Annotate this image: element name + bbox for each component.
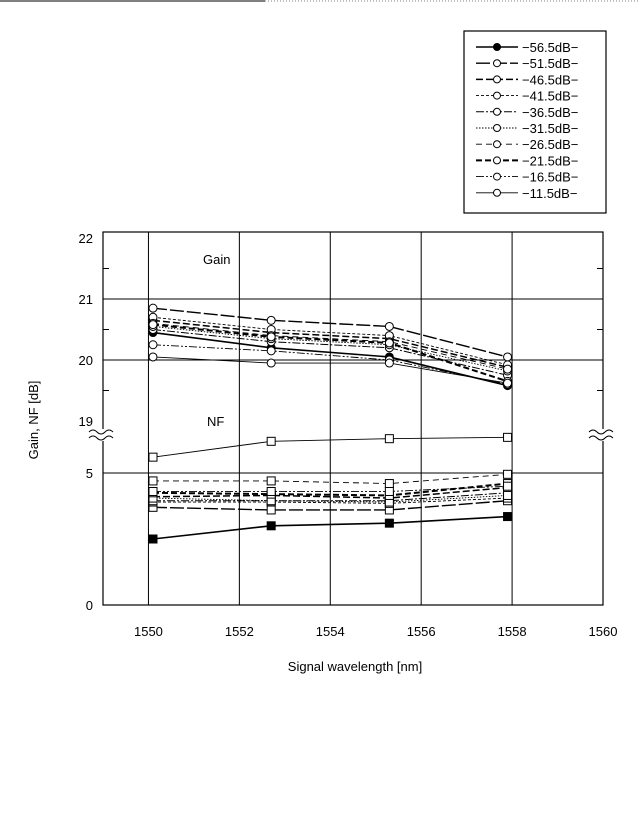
y-tick-label: 5 — [86, 466, 93, 481]
x-tick-label: 1554 — [316, 624, 345, 639]
nf-point — [384, 434, 394, 444]
nf-point — [503, 490, 513, 500]
legend-marker — [493, 188, 501, 197]
legend-marker — [493, 59, 501, 68]
legend: −56.5dB−−51.5dB−−46.5dB− −41.5dB−−36.5dB−… — [463, 30, 607, 214]
legend-marker — [493, 75, 501, 84]
gain-series-line — [152, 344, 508, 385]
gain-point — [148, 320, 158, 330]
legend-label: −26.5dB− — [522, 137, 578, 152]
nf-point — [266, 436, 276, 446]
plot-frame — [102, 231, 604, 606]
legend-label: −21.5dB− — [522, 153, 578, 168]
gain-point — [266, 358, 276, 368]
nf-point — [384, 518, 394, 528]
x-tick-label: 1556 — [407, 624, 436, 639]
axis-break-gap — [99, 429, 107, 441]
legend-label: −46.5dB− — [522, 72, 578, 87]
y-tick-label: 21 — [79, 292, 93, 307]
legend-label: −56.5dB− — [522, 40, 578, 55]
gain-point — [384, 338, 394, 348]
gain-point — [503, 352, 513, 362]
tick-labels: 1550 1552 1554 1556 1558 1560 19 20 21 22 0 5 — [79, 231, 618, 639]
nf-series-line — [152, 515, 508, 540]
axis-break-mark — [588, 429, 614, 435]
legend-label: −51.5dB− — [522, 56, 578, 71]
x-axis-title: Signal wavelength [nm] — [288, 659, 422, 674]
series-layer — [148, 303, 513, 544]
y-axis-title: Gain, NF [dB] — [26, 381, 41, 460]
legend-label: −16.5dB− — [522, 170, 578, 185]
nf-point — [148, 534, 158, 544]
gain-point — [384, 321, 394, 331]
gain-point — [148, 340, 158, 350]
gain-point — [148, 352, 158, 362]
axis-break-mark — [88, 435, 114, 441]
gain-point — [503, 364, 513, 374]
nf-point — [148, 486, 158, 496]
nf-series-line — [153, 497, 508, 504]
x-tick-label: 1552 — [225, 624, 254, 639]
nf-point — [503, 512, 513, 522]
nf-point — [503, 481, 513, 491]
nf-point — [266, 486, 276, 496]
gain-series-line — [152, 316, 508, 366]
axis-break-mark — [88, 429, 114, 435]
gain-point — [384, 358, 394, 368]
gain-series-line — [152, 356, 508, 384]
gain-series-line — [152, 331, 508, 387]
nf-series-line — [153, 485, 508, 492]
legend-label: −36.5dB− — [522, 105, 578, 120]
legend-marker — [493, 172, 501, 181]
nf-point — [503, 432, 513, 442]
legend-box — [463, 30, 607, 214]
legend-marker — [493, 91, 501, 100]
nf-point — [503, 469, 513, 479]
nf-point — [266, 476, 276, 486]
x-tick-label: 1560 — [589, 624, 618, 639]
nf-point — [266, 505, 276, 515]
gain-series-line — [152, 323, 508, 383]
axis-break-mark — [588, 435, 614, 441]
legend-label: −31.5dB− — [522, 121, 578, 136]
legend-marker — [493, 140, 501, 149]
legend-label: −41.5dB− — [522, 89, 578, 104]
nf-series-line — [152, 436, 508, 458]
nf-series-line — [153, 473, 508, 485]
nf-series-line — [152, 486, 508, 499]
nf-series-line — [152, 482, 508, 497]
gain-point — [266, 346, 276, 356]
gain-point — [503, 378, 513, 388]
nf-point — [148, 452, 158, 462]
nf-series-line — [152, 494, 508, 503]
gain-point — [266, 315, 276, 325]
nf-series-line — [153, 492, 508, 502]
y-tick-label: 0 — [86, 598, 93, 613]
annotation-nf: NF — [207, 414, 224, 429]
y-tick-label: 22 — [79, 231, 93, 246]
legend-marker — [493, 156, 501, 165]
axis-break-gap — [599, 429, 607, 441]
gain-point — [148, 303, 158, 313]
annotation-gain: Gain — [203, 252, 230, 267]
gain-series-line — [152, 307, 508, 358]
nf-point — [384, 479, 394, 489]
x-tick-label: 1550 — [134, 624, 163, 639]
gain-series-line — [152, 326, 508, 372]
x-tick-label: 1558 — [498, 624, 527, 639]
nf-series-line — [152, 500, 508, 511]
gain-point — [266, 332, 276, 342]
grid — [88, 231, 614, 606]
legend-marker — [493, 124, 501, 132]
y-tick-label: 19 — [79, 414, 93, 429]
legend-label: −11.5dB− — [522, 186, 577, 201]
nf-point — [148, 476, 158, 486]
nf-point — [384, 486, 394, 496]
y-tick-label: 20 — [79, 353, 93, 368]
legend-marker — [493, 43, 501, 51]
legend-marker — [493, 107, 501, 116]
nf-point — [266, 521, 276, 531]
